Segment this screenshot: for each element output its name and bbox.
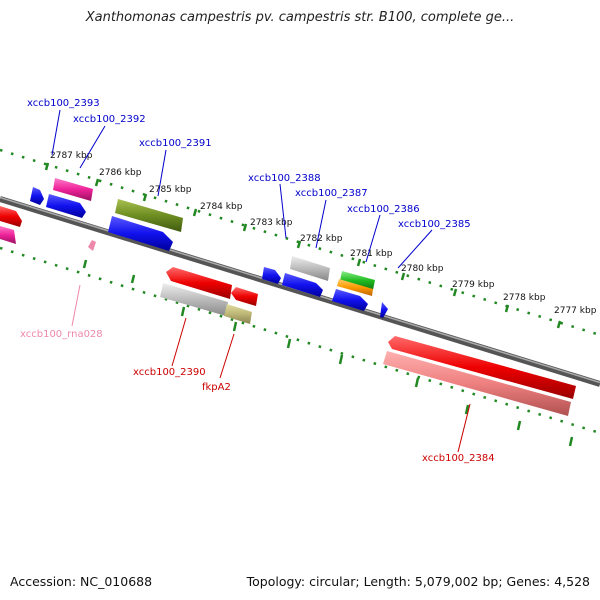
gene-rna028 [88,240,96,251]
scale-label: 2781 kbp [350,249,393,259]
gene-label-2392: xccb100_2392 [73,114,146,125]
inner-scale-track [0,246,600,435]
scale-label: 2782 kbp [300,234,343,244]
gene-xccb100-2390 [166,267,232,299]
gene-fkpA2 [224,304,252,324]
genome-backbone [0,196,600,387]
inner-scale-ticks [82,259,574,447]
gene-label-2393: xccb100_2393 [27,98,100,109]
gene-xccb100-2391 [115,199,183,232]
gene-magenta-2392 [53,178,93,201]
gene-magenta-left-edge [0,226,16,244]
gene-label-2388: xccb100_2388 [248,173,321,184]
gene-label-2385: xccb100_2385 [398,219,471,230]
gene-blue-a [46,194,86,218]
gene-label-fkpA2: fkpA2 [202,382,231,393]
outer-scale-ticks [44,162,562,329]
scale-label: 2787 kbp [50,151,93,161]
leader-lines [51,109,471,453]
scale-label: 2777 kbp [554,306,597,316]
gene-xccb100-2384 [388,336,576,399]
scale-labels: 2787 kbp 2786 kbp 2785 kbp 2784 kbp 2783… [50,151,597,316]
scale-label: 2780 kbp [401,264,444,274]
gene-orange [337,279,373,296]
scale-label: 2785 kbp [149,185,192,195]
scale-label: 2786 kbp [99,168,142,178]
forward-genes [0,178,388,318]
gene-gray-2388 [290,256,330,281]
gene-xccb100-2393 [30,187,44,205]
scale-label: 2783 kbp [250,218,293,228]
gene-pink-2384 [383,351,571,416]
accession-text: Accession: NC_010688 [10,574,153,589]
gene-label-2387: xccb100_2387 [295,188,368,199]
gene-label-2391: xccb100_2391 [139,138,212,149]
gene-label-rna028: xccb100_rna028 [20,329,103,340]
gene-labels: xccb100_2393 xccb100_2392 xccb100_2391 x… [20,98,495,464]
gene-gray-a [160,283,228,316]
scale-label: 2779 kbp [452,280,495,290]
gene-blue-d [282,273,323,297]
gene-blue-2385 [380,302,388,318]
gene-label-2386: xccb100_2386 [347,204,420,215]
gene-blue-2387 [332,289,368,311]
gene-blue-c [262,267,281,284]
outer-scale-track [0,148,600,337]
gene-label-2384: xccb100_2384 [422,453,495,464]
reverse-genes [88,240,576,416]
map-title: Xanthomonas campestris pv. campestris st… [85,10,515,25]
gene-red-left-edge [0,206,22,227]
gene-green-2386 [340,271,375,290]
gene-blue-b [108,216,173,251]
scale-label: 2784 kbp [200,202,243,212]
topology-text: Topology: circular; Length: 5,079,002 bp… [246,574,590,589]
gene-red-small [231,287,258,306]
gene-label-2390: xccb100_2390 [133,367,206,378]
scale-label: 2778 kbp [503,293,546,303]
